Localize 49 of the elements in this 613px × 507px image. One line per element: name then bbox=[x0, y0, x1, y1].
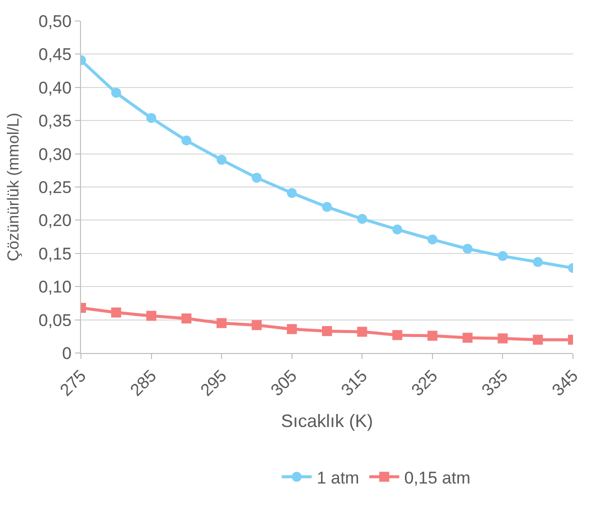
point bbox=[532, 334, 543, 345]
point bbox=[532, 257, 543, 268]
point bbox=[286, 324, 297, 334]
point bbox=[216, 154, 227, 165]
x-tick-label: 335 bbox=[478, 366, 512, 400]
y-tick-label: 0,20 bbox=[38, 211, 72, 230]
y-tick-label: 0,30 bbox=[38, 144, 72, 164]
point bbox=[286, 188, 297, 198]
y-tick-label: 0,15 bbox=[38, 244, 72, 264]
y-tick-label: 0,35 bbox=[38, 112, 72, 131]
x-axis-title: Sıcaklık (K) bbox=[280, 410, 374, 431]
y-tick-label: 0,10 bbox=[38, 278, 72, 297]
point bbox=[357, 326, 368, 337]
point bbox=[111, 308, 122, 318]
y-tick-label: 0,45 bbox=[38, 45, 72, 64]
point bbox=[462, 332, 473, 343]
y-tick-label: 0,50 bbox=[38, 12, 72, 31]
legend-label: 1 atm bbox=[316, 468, 360, 488]
point bbox=[427, 234, 438, 244]
point bbox=[181, 313, 192, 324]
y-tick-label: 0,25 bbox=[38, 178, 72, 197]
legend-label: 0,15 atm bbox=[404, 468, 470, 488]
point bbox=[146, 112, 156, 123]
x-tick-label: 325 bbox=[408, 366, 442, 400]
x-tick-label: 315 bbox=[337, 366, 371, 400]
point bbox=[216, 318, 227, 328]
point bbox=[322, 326, 332, 336]
point bbox=[252, 172, 262, 183]
point bbox=[462, 244, 473, 254]
y-axis-title: Çözünürlük (mmol/L) bbox=[5, 112, 22, 262]
point bbox=[181, 136, 192, 146]
y-tick-label: 0,40 bbox=[38, 78, 72, 98]
x-tick-label: 345 bbox=[548, 366, 582, 400]
point bbox=[392, 330, 402, 340]
x-tick-label: 305 bbox=[267, 366, 301, 400]
point bbox=[252, 320, 262, 330]
y-tick-label: 0 bbox=[62, 344, 72, 363]
point bbox=[111, 88, 122, 98]
x-tick-label: 295 bbox=[196, 366, 230, 400]
y-tick-label: 0,05 bbox=[38, 310, 72, 330]
point bbox=[322, 202, 332, 212]
point bbox=[498, 251, 508, 262]
point bbox=[357, 214, 368, 224]
point bbox=[392, 224, 402, 234]
x-tick-label: 275 bbox=[56, 366, 90, 400]
point bbox=[498, 333, 508, 344]
point bbox=[146, 310, 156, 321]
point bbox=[427, 330, 438, 341]
x-tick-label: 285 bbox=[126, 366, 160, 400]
